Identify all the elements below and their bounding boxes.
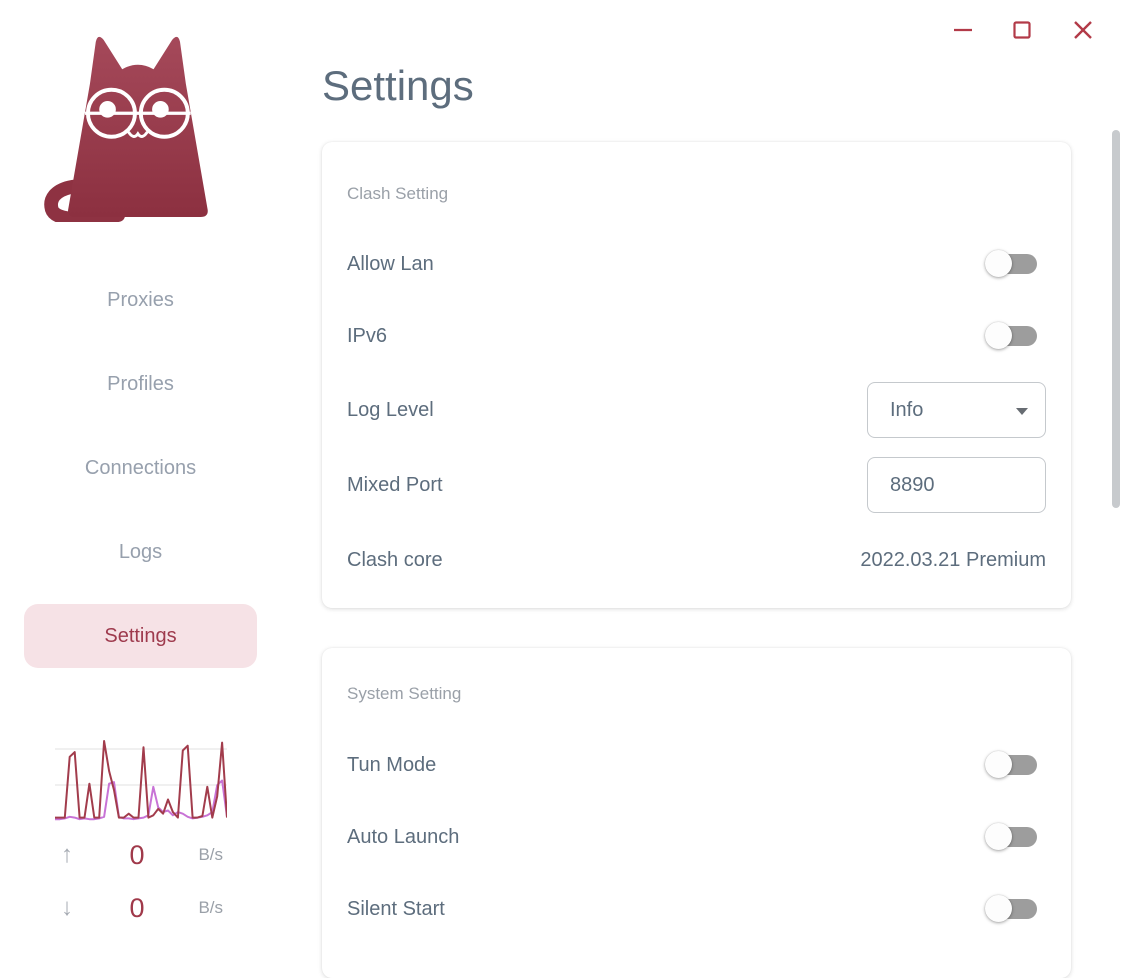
- setting-row-log-level: Log Level Info: [347, 382, 1046, 438]
- sidebar-item-logs[interactable]: Logs: [24, 520, 257, 584]
- sidebar-item-label: Proxies: [107, 288, 174, 311]
- traffic-graph: [55, 740, 227, 821]
- sidebar-item-proxies[interactable]: Proxies: [24, 268, 257, 332]
- close-button[interactable]: [1071, 18, 1095, 42]
- ipv6-toggle[interactable]: [985, 322, 1037, 350]
- chevron-down-icon: [1016, 408, 1028, 415]
- vertical-scrollbar[interactable]: [1112, 130, 1120, 508]
- upload-speed-unit: B/s: [198, 845, 223, 864]
- upload-speed-value: 0: [129, 839, 145, 870]
- section-header: System Setting: [347, 684, 462, 703]
- setting-row-mixed-port: Mixed Port: [347, 457, 1046, 513]
- setting-row-auto-launch: Auto Launch: [347, 809, 1046, 865]
- setting-label: IPv6: [347, 324, 388, 347]
- setting-label: Tun Mode: [347, 753, 437, 776]
- toggle-thumb: [985, 250, 1012, 277]
- log-level-select[interactable]: Info: [867, 382, 1046, 438]
- setting-label: Allow Lan: [347, 252, 434, 275]
- page-title: Settings: [322, 62, 474, 109]
- sidebar-item-label: Profiles: [107, 372, 174, 395]
- setting-row-tun-mode: Tun Mode: [347, 737, 1046, 793]
- setting-row-ipv6: IPv6: [347, 308, 1046, 364]
- toggle-thumb: [985, 823, 1012, 850]
- traffic-upload-row: ↑ 0 B/s: [53, 840, 227, 870]
- setting-label: Log Level: [347, 398, 434, 421]
- maximize-icon: [1013, 21, 1031, 39]
- silent-start-toggle[interactable]: [985, 895, 1037, 923]
- toggle-thumb: [985, 322, 1012, 349]
- app-window: { "window": { "controls": [ {"name": "mi…: [24, 18, 1120, 923]
- system-setting-card: System Setting Tun Mode Auto Launch Sile…: [322, 648, 1071, 978]
- clash-cat-logo-icon: [44, 36, 208, 222]
- sidebar-item-label: Connections: [84, 456, 197, 479]
- minimize-button[interactable]: [951, 18, 975, 42]
- tun-mode-toggle[interactable]: [985, 751, 1037, 779]
- setting-row-silent-start: Silent Start: [347, 881, 1046, 937]
- close-icon: [1074, 21, 1092, 39]
- allow-lan-toggle[interactable]: [985, 250, 1037, 278]
- setting-label: Auto Launch: [347, 825, 460, 848]
- sidebar-item-settings[interactable]: Settings: [24, 604, 257, 668]
- sidebar-item-profiles[interactable]: Profiles: [24, 352, 257, 416]
- toggle-thumb: [985, 751, 1012, 778]
- sidebar-item-label: Settings: [104, 624, 177, 647]
- clash-setting-card: Clash Setting Allow Lan IPv6 Log Level I…: [322, 142, 1071, 608]
- toggle-thumb: [985, 895, 1012, 922]
- clash-core-version: 2022.03.21 Premium: [860, 548, 1046, 571]
- auto-launch-toggle[interactable]: [985, 823, 1037, 851]
- download-speed-unit: B/s: [198, 898, 223, 917]
- section-header: Clash Setting: [347, 184, 449, 203]
- setting-label: Silent Start: [347, 897, 445, 920]
- setting-label: Mixed Port: [347, 473, 443, 496]
- setting-row-clash-core: Clash core 2022.03.21 Premium: [347, 532, 1046, 588]
- traffic-download-row: ↓ 0 B/s: [53, 893, 227, 923]
- maximize-button[interactable]: [1010, 18, 1034, 42]
- upload-arrow-icon: ↑: [61, 841, 73, 868]
- download-speed-value: 0: [129, 892, 145, 923]
- minimize-icon: [954, 28, 972, 32]
- sidebar-item-connections[interactable]: Connections: [24, 436, 257, 500]
- setting-row-allow-lan: Allow Lan: [347, 236, 1046, 292]
- mixed-port-input[interactable]: [867, 457, 1046, 513]
- sidebar-nav: Proxies Profiles Connections Logs Settin…: [24, 268, 257, 688]
- log-level-selected-value: Info: [890, 398, 924, 421]
- sidebar-item-label: Logs: [118, 540, 163, 563]
- setting-label: Clash core: [347, 548, 443, 571]
- download-arrow-icon: ↓: [61, 894, 73, 921]
